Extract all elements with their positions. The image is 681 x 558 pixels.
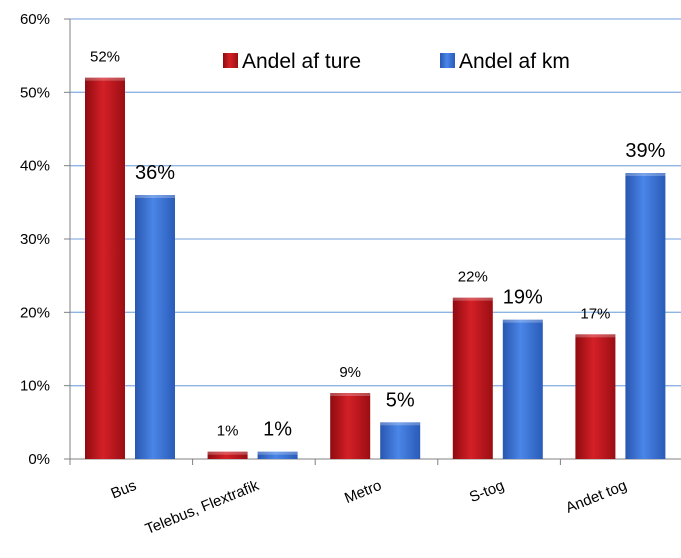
y-tick-label: 10% (20, 378, 50, 395)
x-tick-label: Metro (342, 477, 384, 507)
bar (330, 393, 371, 459)
bar-highlight (452, 297, 493, 301)
bar-highlight (257, 451, 298, 455)
bar-highlight (575, 334, 616, 338)
legend-swatch (440, 53, 455, 68)
bar (452, 297, 493, 459)
bar (625, 173, 666, 459)
bar-highlight (85, 77, 125, 81)
bar (85, 77, 125, 460)
data-label: 1% (263, 419, 292, 441)
y-tick-label: 50% (20, 84, 50, 101)
data-label: 19% (503, 287, 543, 309)
data-labels: 52% 1% 9% 22% 17% 36% 1% 5% 19% 39% (90, 49, 666, 441)
y-tick-label: 40% (20, 158, 50, 175)
legend-label: Andel af km (459, 50, 570, 73)
y-tick-label: 0% (28, 451, 50, 468)
data-label: 9% (339, 364, 361, 381)
bar (502, 319, 543, 459)
x-tick-label: Andet tog (563, 477, 629, 517)
y-tick-label: 60% (20, 11, 50, 28)
bar-highlight (135, 195, 175, 198)
legend-swatch (223, 53, 238, 68)
x-tick-label: Telebus, Flextrafik (143, 477, 262, 538)
x-tick-label: Bus (108, 477, 138, 502)
bar-highlight (625, 173, 666, 176)
bar (135, 195, 175, 459)
bar (380, 422, 421, 459)
data-label: 36% (135, 162, 175, 184)
legend-label: Andel af ture (242, 50, 361, 73)
bars (85, 77, 666, 460)
bar (207, 451, 248, 459)
y-tick-label: 20% (20, 304, 50, 321)
data-label: 39% (625, 140, 665, 162)
data-label: 52% (90, 49, 120, 66)
bar (575, 334, 616, 459)
data-label: 17% (580, 305, 610, 322)
bar-highlight (330, 393, 371, 396)
bar-highlight (207, 451, 248, 455)
x-tick-label: S-tog (467, 477, 507, 506)
legend: Andel af ture Andel af km (223, 50, 570, 73)
bar-highlight (380, 422, 421, 426)
y-tick-labels: 0% 10% 20% 30% 40% 50% 60% (20, 11, 70, 468)
data-label: 1% (217, 423, 239, 440)
x-tick-labels: Bus Telebus, Flextrafik Metro S-tog Andet to… (108, 477, 629, 538)
data-label: 5% (386, 389, 415, 411)
data-label: 22% (458, 269, 488, 286)
bar-highlight (502, 319, 543, 323)
y-tick-label: 30% (20, 231, 50, 248)
bar (257, 451, 298, 459)
